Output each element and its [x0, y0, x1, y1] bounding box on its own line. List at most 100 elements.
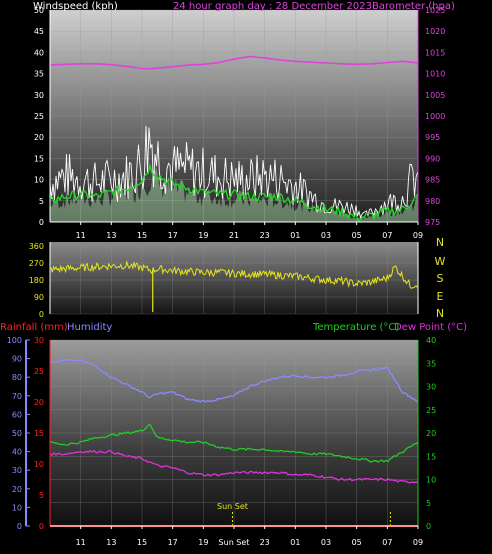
x-tick-label: 07	[382, 538, 392, 547]
rainfall-tick-label: 5	[39, 491, 44, 500]
sun-marker-label: Sun Set	[217, 502, 248, 511]
x-tick-label: 09	[413, 231, 423, 240]
left-axis-ticks: 0 5 10 15 20 25 30 35 40 45 50	[34, 6, 44, 227]
temperature-axis-label: Temperature (°C)	[312, 322, 399, 333]
right-axis-ticks: 975 980 985 990 995 1000 1005 1010 1015 1020 1025	[425, 6, 445, 227]
barometer-line	[49, 55, 419, 70]
right-axis-label: Barometer (hpa)	[372, 1, 455, 12]
left-tick-label: 90	[34, 293, 44, 302]
wind-direction-series	[49, 259, 418, 313]
compass-label: E	[437, 290, 444, 303]
windspeed-series	[49, 125, 418, 222]
right-tick-label: 20	[426, 429, 436, 438]
left-tick-label: 50	[34, 6, 44, 15]
compass-label: N	[436, 307, 444, 320]
barometer-series	[49, 55, 419, 70]
left-tick-label: 25	[34, 112, 44, 121]
right-tick-label: 985	[425, 176, 440, 185]
left-tick-label: 45	[34, 27, 44, 36]
x-tick-label: 19	[198, 231, 208, 240]
humidity-tick-label: 90	[12, 355, 22, 364]
humidity-tick-label: 60	[12, 410, 22, 419]
humidity-tick-label: 80	[12, 373, 22, 382]
x-tick-label: 13	[106, 231, 116, 240]
x-tick-label: 01	[290, 538, 300, 547]
left-tick-label: 270	[29, 259, 44, 268]
x-tick-label: 23	[260, 231, 270, 240]
left-tick-label: 0	[39, 310, 44, 319]
rainfall-tick-label: 15	[34, 429, 44, 438]
x-tick-label: 03	[321, 538, 331, 547]
x-tick-label: 15	[137, 231, 147, 240]
left-tick-label: 5	[39, 197, 44, 206]
x-tick-label: 09	[413, 538, 423, 547]
x-axis-ticks: 11 13 15 17 19 Sun Set 23 01 03 05 07 09	[76, 526, 423, 547]
right-tick-label: 1010	[425, 70, 445, 79]
chart-title: 24 hour graph day : 28 December 2023	[173, 1, 372, 12]
right-tick-label: 1005	[425, 91, 445, 100]
humidity-tick-label: 0	[17, 522, 22, 531]
x-tick-label: 17	[168, 538, 178, 547]
right-tick-label: 25	[426, 406, 436, 415]
dew-point-series	[49, 449, 419, 484]
left-axis-ticks: 0 90 180 270 360	[29, 242, 44, 319]
x-tick-label: 01	[290, 231, 300, 240]
compass-label: S	[437, 272, 444, 285]
dew-point-axis-label: Dew Point (°C)	[394, 322, 467, 333]
humidity-tick-label: 20	[12, 485, 22, 494]
humidity-tick-label: 50	[12, 429, 22, 438]
x-tick-label: 23	[260, 538, 270, 547]
left-tick-label: 40	[34, 48, 44, 57]
sun-markers: Sun Set	[217, 502, 391, 526]
right-tick-label: 990	[425, 154, 440, 163]
humidity-tick-label: 30	[12, 466, 22, 475]
windspeed-fill	[50, 167, 418, 222]
temperature-line	[49, 423, 419, 463]
rainfall-tick-label: 20	[34, 398, 44, 407]
right-tick-label: 10	[426, 476, 436, 485]
right-tick-label: 0	[426, 522, 431, 531]
humidity-tick-label: 100	[7, 336, 22, 345]
left-tick-label: 30	[34, 91, 44, 100]
compass-label: N	[436, 236, 444, 249]
rainfall-tick-label: 10	[34, 460, 44, 469]
x-tick-label: 15	[137, 538, 147, 547]
temperature-series	[49, 423, 419, 463]
x-tick-label: 11	[76, 538, 86, 547]
left-tick-label: 10	[34, 176, 44, 185]
gridlines	[50, 9, 419, 223]
right-tick-label: 5	[426, 499, 431, 508]
x-tick-label: 19	[198, 538, 208, 547]
windspeed-average-series	[49, 163, 419, 222]
left-tick-label: 20	[34, 133, 44, 142]
dew-point-line	[49, 449, 419, 484]
right-tick-label: 995	[425, 133, 440, 142]
humidity-series	[49, 358, 419, 403]
x-tick-label: 05	[352, 538, 362, 547]
gridlines	[50, 245, 419, 315]
humidity-tick-label: 10	[12, 503, 22, 512]
right-tick-label: 1025	[425, 6, 445, 15]
windspeed-average-line	[49, 163, 419, 222]
x-tick-label: 03	[321, 231, 331, 240]
rainfall-tick-label: 25	[34, 367, 44, 376]
right-tick-label: 30	[426, 383, 436, 392]
right-tick-label: 975	[425, 218, 440, 227]
x-axis-ticks: 11 13 15 17 19 21 23 01 03 05 07 09	[76, 222, 423, 240]
left-tick-label: 35	[34, 70, 44, 79]
wind-direction-line	[49, 259, 418, 290]
right-tick-label: 1015	[425, 48, 445, 57]
rainfall-axis-label: Rainfall (mm)	[0, 322, 68, 333]
x-tick-label: 07	[382, 231, 392, 240]
left-axis-label: Windspeed (kph)	[33, 1, 118, 12]
left-tick-label: 15	[34, 154, 44, 163]
x-tick-label: Sun Set	[219, 538, 250, 547]
left-tick-label: 180	[29, 276, 44, 285]
rainfall-axis-ticks: 0 5 10 15 20 25 30	[34, 336, 44, 531]
humidity-tick-label: 40	[12, 448, 22, 457]
